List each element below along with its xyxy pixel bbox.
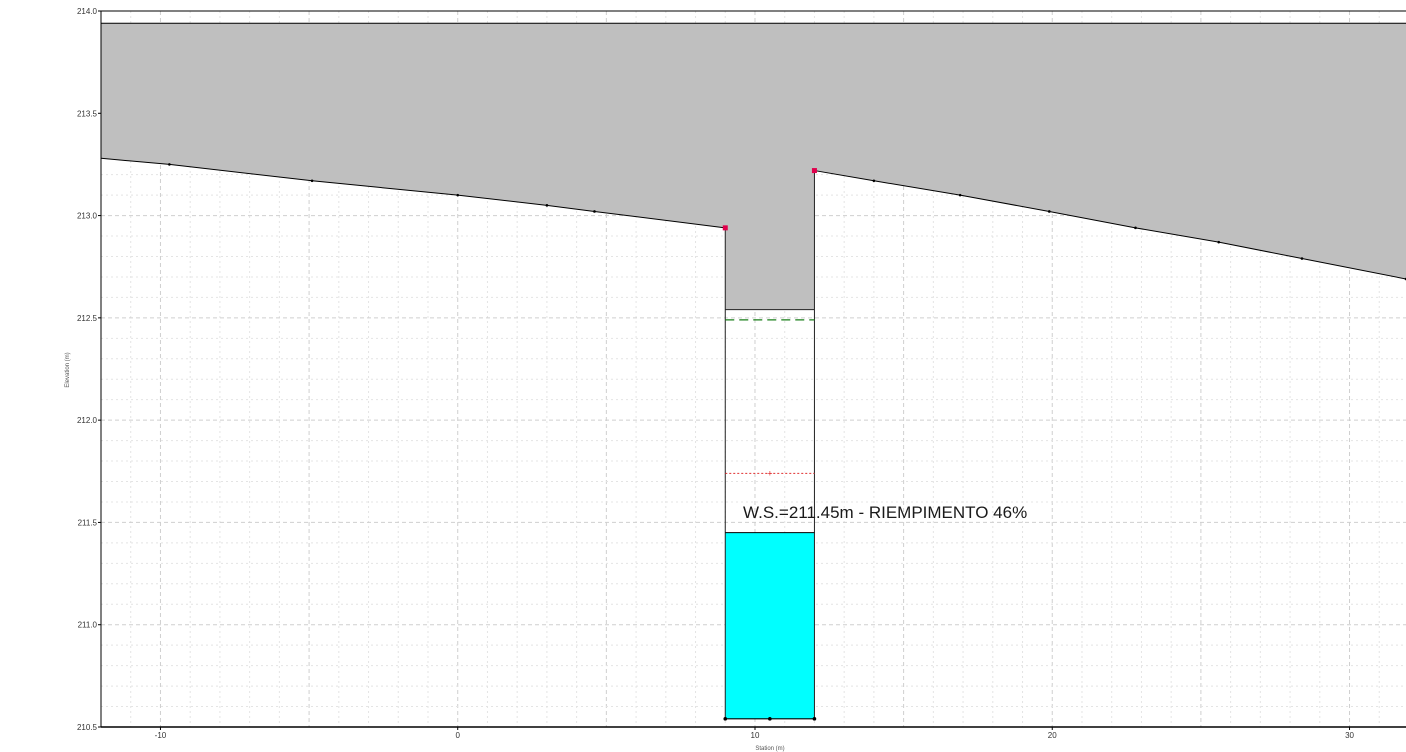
x-tick-label: 20 [1048, 731, 1057, 740]
ground-point [593, 210, 596, 213]
water-fill [725, 532, 815, 719]
ground-point [1047, 210, 1051, 213]
y-tick-label: 212.5 [77, 314, 98, 323]
ground-fill [101, 23, 1406, 310]
invert-point [768, 717, 772, 721]
ground-point [1217, 240, 1221, 244]
x-axis-title: Station (m) [755, 746, 784, 752]
invert-point [812, 717, 817, 721]
bank-station-marker [811, 168, 817, 174]
x-tick-label: -10 [155, 731, 167, 740]
ground-point [310, 179, 314, 183]
ground-point [1134, 226, 1137, 230]
y-tick-label: 210.5 [77, 723, 98, 732]
water-surface-annotation: W.S.=211.45m - RIEMPIMENTO 46% [743, 503, 1027, 522]
y-tick-label: 214.0 [77, 7, 98, 16]
x-tick-label: 30 [1345, 731, 1354, 740]
critical-ws-marker: + [767, 468, 772, 478]
fill-layer [101, 23, 1406, 719]
x-tick-label: 0 [455, 731, 460, 740]
axis-layer: 210.5 211.0 211.5 212.0 212.5 213.0 213.5 214.0… [65, 7, 1406, 752]
ground-point [545, 204, 549, 207]
ground-point [1300, 257, 1304, 260]
ground-point [168, 163, 171, 166]
y-axis-title: Elevation (m) [65, 352, 71, 387]
bank-station-marker [722, 225, 728, 231]
ground-line-right [814, 170, 1406, 280]
x-tick-label: 10 [751, 731, 760, 740]
invert-point [723, 717, 728, 721]
ground-point [872, 179, 876, 183]
y-tick-label: 211.5 [78, 518, 98, 527]
marker-layer: + [168, 163, 1406, 721]
y-tick-label: 211.0 [78, 621, 98, 630]
y-tick-label: 212.0 [77, 416, 98, 425]
y-tick-label: 213.5 [77, 109, 98, 118]
ground-point [958, 193, 962, 197]
ground-point [456, 193, 460, 197]
y-tick-label: 213.0 [77, 212, 98, 221]
